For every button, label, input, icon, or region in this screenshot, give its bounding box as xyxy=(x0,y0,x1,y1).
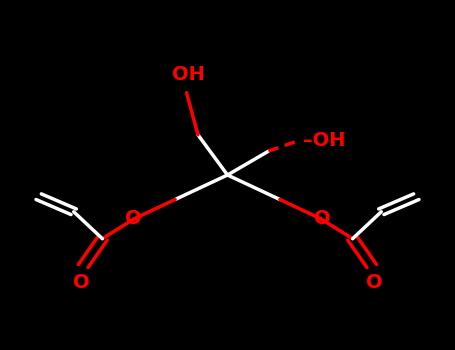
Text: OH: OH xyxy=(172,65,205,84)
Text: O: O xyxy=(314,209,330,228)
Text: O: O xyxy=(125,209,141,228)
Text: O: O xyxy=(73,273,89,292)
Text: –OH: –OH xyxy=(303,131,345,149)
Text: O: O xyxy=(366,273,382,292)
